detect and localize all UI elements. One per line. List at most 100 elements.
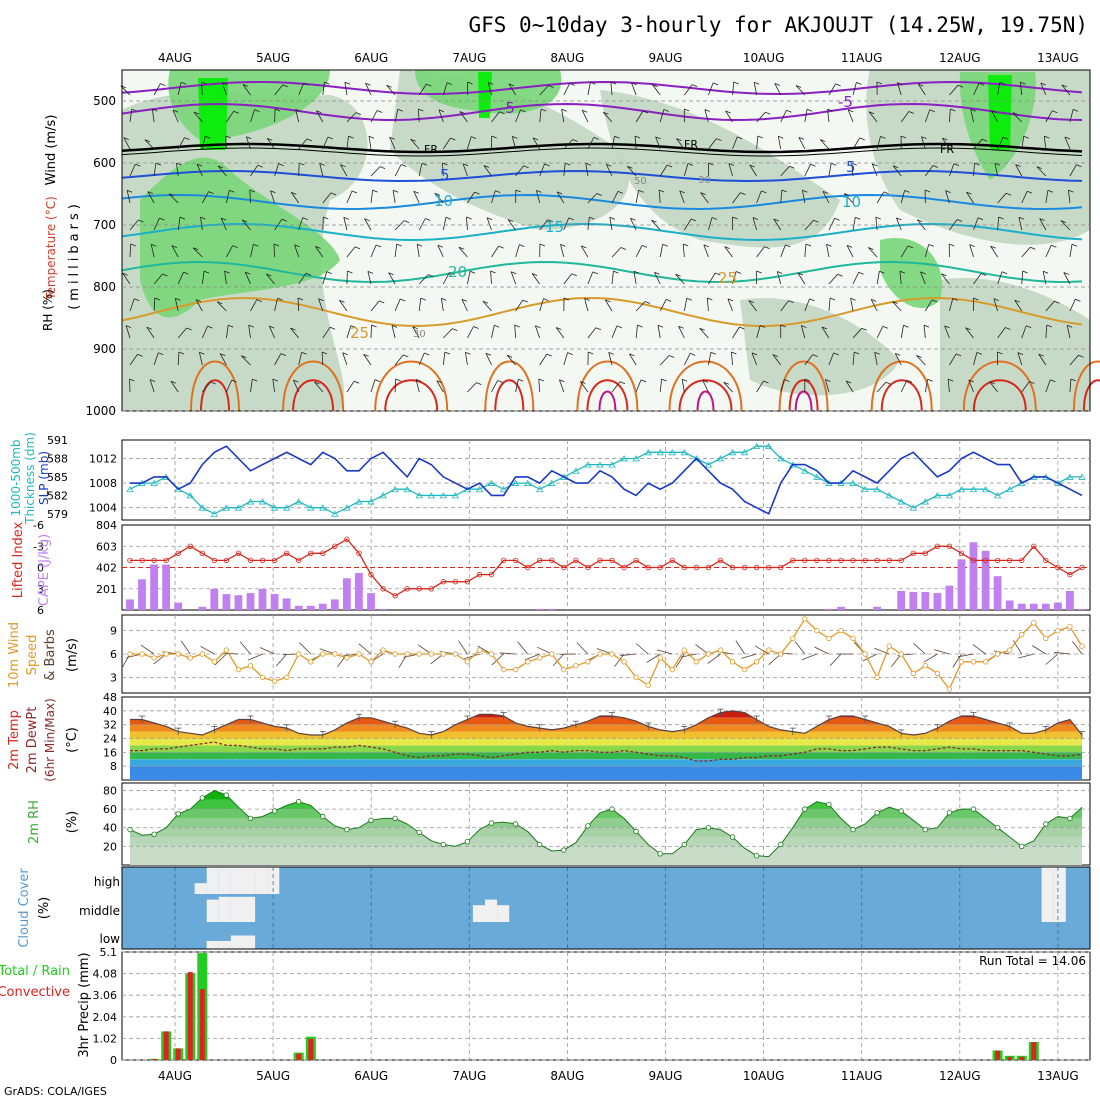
precip-convective-bar [187, 972, 193, 1060]
slp-tick-label: 1004 [89, 502, 117, 515]
cape-bar [138, 579, 146, 610]
wind-barb [413, 191, 420, 204]
cape-bar [367, 593, 375, 610]
wind-barb-flag [809, 298, 815, 302]
temp-band [130, 710, 1082, 711]
wind-barb-flag [474, 191, 480, 195]
wind-barb [199, 352, 203, 366]
wind-barb-flag [620, 247, 627, 250]
contour-35 [586, 379, 629, 412]
wind-barb-flag [192, 247, 199, 251]
wind-barb [412, 326, 420, 339]
wind-barb [344, 82, 348, 96]
wind-barb-flag [969, 244, 975, 247]
wind-barb-flag [246, 136, 252, 140]
contour-30 [282, 360, 345, 412]
thickness-point [885, 492, 893, 499]
wind-barb-flag [1020, 81, 1026, 85]
wind-barb-flag [1027, 190, 1033, 194]
lifted-index-point [549, 557, 555, 564]
wind-barb-flag [991, 110, 997, 113]
wind-barb [894, 353, 902, 366]
wind-barb [418, 218, 426, 231]
wind-barb-flag [254, 109, 260, 112]
wind-barb-flag [469, 270, 476, 274]
wind-barb [610, 81, 613, 96]
wind-barb-flag [506, 354, 513, 358]
wind-barb-flag [267, 138, 273, 141]
cloud-cell [218, 940, 231, 949]
surface-wind-barb [499, 652, 516, 655]
wind-ylabel-2: Speed [25, 635, 40, 676]
wind-barb-flag [1026, 325, 1032, 329]
wind-barb-flag [379, 166, 386, 169]
wind-barb-flag [874, 351, 880, 355]
wind-barb-flag [952, 298, 958, 301]
wind-barb [177, 217, 181, 231]
wind-speed-point [790, 635, 796, 642]
wind-barb [944, 325, 950, 339]
pressure-tick-label: 1000 [85, 404, 116, 418]
wind-barb [756, 325, 761, 339]
label-p10-1: 10 [434, 192, 453, 210]
wind-barb-flag [306, 138, 313, 142]
wind-barb-flag [1012, 112, 1018, 115]
wind-barb-flag [801, 325, 807, 328]
wind-barb [973, 138, 983, 150]
wind-barb [483, 165, 492, 177]
wind-barb-flag [976, 352, 983, 355]
wind-barb-flag [344, 81, 351, 85]
wind-barb-flag [507, 219, 514, 222]
wind-barb-flag [149, 379, 156, 382]
wind-barb [800, 325, 806, 339]
wind-barb-flag [395, 378, 401, 382]
wind-barb [515, 299, 524, 312]
surface-wind-barb [458, 640, 468, 655]
wind-barb-flag [199, 351, 205, 355]
lifted-index-point [681, 564, 687, 571]
wind-barb-flag [1018, 216, 1025, 220]
wind-barb [973, 352, 978, 366]
wind-barb-flag [903, 324, 909, 328]
wind-barb-flag [426, 83, 432, 87]
thickness-point [993, 492, 1002, 499]
wind-barb-flag [850, 297, 856, 301]
thickness-point [246, 498, 255, 505]
lifted-index-point [296, 557, 302, 564]
wind-barb-flag [949, 243, 955, 247]
lifted-index-point [958, 550, 965, 556]
wind-barb-flag [826, 243, 832, 247]
wind-barb-flag [756, 270, 762, 274]
wind-barb-flag [441, 297, 447, 301]
lifted-index-point [127, 557, 133, 564]
wind-barb-flag [544, 163, 550, 167]
wind-barb-flag [699, 327, 705, 331]
precip-convective-bar [163, 1031, 169, 1060]
wind-barb [346, 246, 356, 258]
wind-barb [201, 271, 205, 285]
wind-barb [991, 110, 998, 123]
thickness-point [668, 449, 676, 456]
wind-speed-point [850, 635, 856, 642]
chart-title: GFS 0~10day 3-hourly for AKJOUJT (14.25W… [468, 13, 1088, 37]
wind-barb [318, 298, 324, 312]
surface-wind-barb [222, 652, 239, 655]
wind-barb-flag [774, 83, 780, 86]
wind-barb [732, 192, 741, 204]
wind-barb [201, 136, 206, 150]
wind-barb-flag [872, 163, 878, 167]
cape-bar [270, 594, 279, 610]
contour-15 [121, 222, 1083, 242]
wind-barb [1066, 325, 1071, 339]
wind-barb-flag [294, 244, 300, 248]
contour-20 [121, 260, 1083, 284]
wind-barb-flag [703, 244, 709, 248]
wind-barb [295, 109, 300, 123]
rh-point [946, 810, 953, 816]
wind-barb [659, 299, 667, 312]
wind-barb-flag [546, 353, 552, 357]
wind-barb [394, 244, 398, 258]
lifted-index-point [1079, 564, 1085, 571]
wind-barb [220, 217, 227, 231]
wind-barb [153, 352, 159, 366]
